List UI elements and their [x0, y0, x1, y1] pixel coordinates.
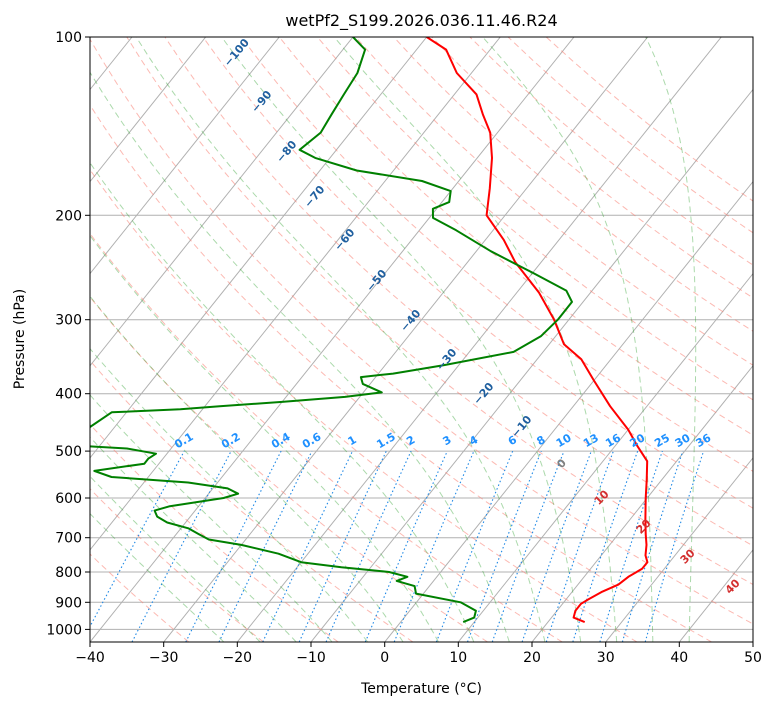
moist-adiabat	[90, 512, 225, 642]
mixing-ratio-line	[521, 450, 592, 642]
dry-adiabat	[164, 37, 753, 547]
y-tick-label: 1000	[46, 622, 82, 638]
mixing-ratio-line	[644, 450, 705, 642]
moist-adiabat	[90, 71, 510, 642]
y-tick-label: 700	[55, 531, 82, 547]
chart-title: wetPf2_S199.2026.036.11.46.R24	[285, 11, 557, 31]
isotherm-gridline	[90, 37, 280, 275]
x-axis-label: Temperature (°C)	[360, 681, 482, 697]
x-tick-label: 20	[523, 650, 541, 666]
moist-adiabat	[90, 234, 439, 642]
x-tick-label: 30	[597, 650, 615, 666]
x-tick-label: −20	[223, 650, 253, 666]
isotherm-gridline	[90, 37, 501, 551]
dry-adiabat	[278, 37, 753, 436]
dewpoint-profile	[90, 37, 573, 624]
x-tick-label: 50	[744, 650, 762, 666]
isotherm-gridline	[605, 457, 753, 642]
temperature-profile	[426, 37, 649, 624]
isotherm-gridline	[90, 37, 354, 367]
mixing-ratio-line	[185, 450, 282, 642]
isotherm-gridline	[236, 37, 722, 642]
dry-adiabat	[90, 423, 339, 642]
mixing-ratio-line	[545, 450, 614, 642]
mixing-ratio-line	[491, 450, 565, 642]
dry-adiabat	[126, 37, 753, 586]
x-tick-label: 40	[670, 650, 688, 666]
dry-adiabat	[355, 37, 753, 366]
y-tick-label: 500	[55, 444, 82, 460]
dry-adiabat	[90, 232, 563, 642]
dry-adiabat	[90, 38, 753, 625]
x-tick-label: −40	[75, 650, 105, 666]
y-tick-label: 200	[55, 208, 82, 224]
dry-adiabat	[90, 296, 488, 642]
dry-adiabat	[317, 37, 753, 401]
isotherm-gridline	[90, 37, 428, 459]
moist-adiabat	[90, 161, 475, 642]
moist-adiabat	[645, 37, 697, 642]
y-tick-label: 800	[55, 565, 82, 581]
dry-adiabat	[90, 553, 190, 642]
mixing-ratio-line	[572, 450, 639, 642]
y-tick-label: 600	[55, 491, 82, 507]
isotherm-gridline	[90, 37, 207, 183]
y-axis-label: Pressure (hPa)	[12, 289, 28, 389]
mixing-ratio-line	[621, 450, 684, 642]
mixing-ratio-line	[90, 450, 185, 628]
y-tick-label: 400	[55, 387, 82, 403]
x-tick-label: 10	[449, 650, 467, 666]
moist-adiabat	[90, 475, 261, 642]
moist-adiabat	[482, 37, 654, 642]
moist-adiabat	[90, 394, 333, 642]
dry-adiabat	[90, 104, 712, 642]
plot-frame	[89, 36, 754, 643]
x-tick-label: 0	[380, 650, 389, 666]
y-tick-label: 100	[55, 30, 82, 46]
isotherm-gridline	[384, 180, 753, 642]
isotherm-gridline	[457, 272, 753, 642]
mixing-ratio-line	[435, 450, 514, 642]
y-tick-label: 300	[55, 313, 82, 329]
dry-adiabat	[90, 168, 638, 642]
mixing-ratio-line	[325, 450, 412, 642]
moist-adiabat	[90, 436, 297, 642]
mixing-ratio-line	[393, 450, 475, 642]
x-tick-label: −30	[149, 650, 179, 666]
isotherm-gridline	[163, 37, 649, 642]
moist-adiabat	[333, 37, 618, 642]
isotherm-gridline	[90, 37, 575, 642]
moist-adiabat	[135, 37, 546, 642]
dry-adiabat	[393, 37, 753, 332]
mixing-ratio-line	[364, 450, 448, 642]
y-tick-label: 900	[55, 595, 82, 611]
x-tick-label: −10	[296, 650, 326, 666]
mixing-ratio-line	[599, 450, 663, 642]
isotherm-gridline	[531, 364, 753, 642]
dry-adiabat	[202, 37, 753, 509]
mixing-ratio-line	[466, 450, 542, 642]
